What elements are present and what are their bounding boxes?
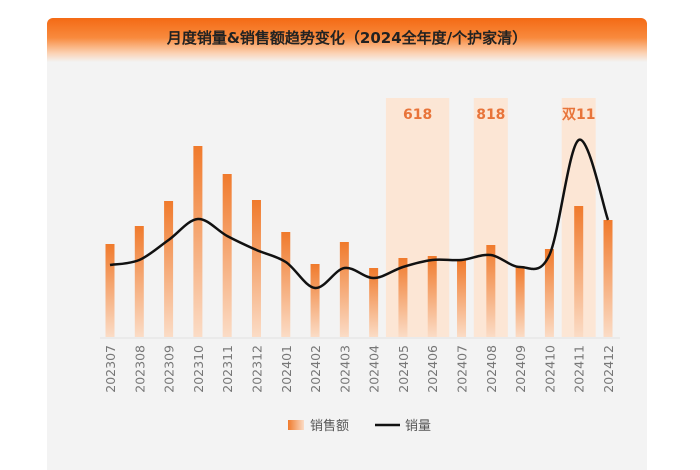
bar-202405	[398, 258, 408, 337]
legend-label-volume: 销量	[405, 419, 431, 434]
legend-swatch-bar	[288, 420, 304, 430]
bar-202407	[457, 260, 467, 337]
x-tick-label: 202406	[425, 345, 440, 393]
highlight-label: 双11	[562, 107, 595, 123]
bar-202411	[574, 206, 584, 337]
bar-202307	[105, 244, 115, 337]
x-tick-label: 202402	[308, 345, 323, 393]
highlight-label: 618	[403, 107, 432, 123]
x-tick-label: 202310	[191, 345, 206, 393]
x-tick-label: 202311	[220, 345, 235, 393]
bar-202409	[515, 266, 525, 337]
bar-202406	[427, 256, 437, 337]
x-tick-label: 202412	[601, 345, 616, 393]
chart-title: 月度销量&销售额趋势变化（2024全年度/个护家清）	[166, 29, 528, 47]
bar-202308	[134, 226, 144, 337]
x-tick-label: 202408	[484, 345, 499, 393]
x-tick-label: 202409	[513, 345, 528, 393]
x-tick-label: 202307	[103, 345, 118, 393]
line-series-volume	[109, 138, 610, 290]
bar-202401	[281, 232, 291, 337]
bar-202404	[369, 268, 379, 337]
title-bar: 月度销量&销售额趋势变化（2024全年度/个护家清）	[47, 18, 647, 62]
x-tick-label: 202410	[542, 345, 557, 393]
x-tick-label: 202405	[396, 345, 411, 393]
x-tick-label: 202411	[572, 345, 587, 393]
x-tick-label: 202403	[337, 345, 352, 393]
highlight-label: 818	[476, 107, 505, 123]
bar-202310	[193, 146, 203, 337]
bar-202408	[486, 245, 496, 337]
bar-202410	[544, 249, 554, 337]
bar-202403	[339, 242, 349, 337]
x-tick-label: 202401	[279, 345, 294, 393]
bar-202309	[164, 201, 174, 337]
x-tick-label: 202312	[249, 345, 264, 393]
legend-label-sales: 销售额	[310, 418, 349, 434]
x-tick-label: 202309	[162, 345, 177, 393]
x-tick-label: 202404	[367, 345, 382, 393]
bar-202412	[603, 220, 613, 337]
legend: 销售额 销量	[288, 418, 431, 434]
highlight-band-618	[385, 98, 450, 337]
x-tick-label: 202407	[455, 345, 470, 393]
bar-202312	[251, 200, 261, 337]
bar-202311	[222, 174, 232, 337]
x-tick-label: 202308	[132, 345, 147, 393]
bar-202402	[310, 264, 320, 337]
